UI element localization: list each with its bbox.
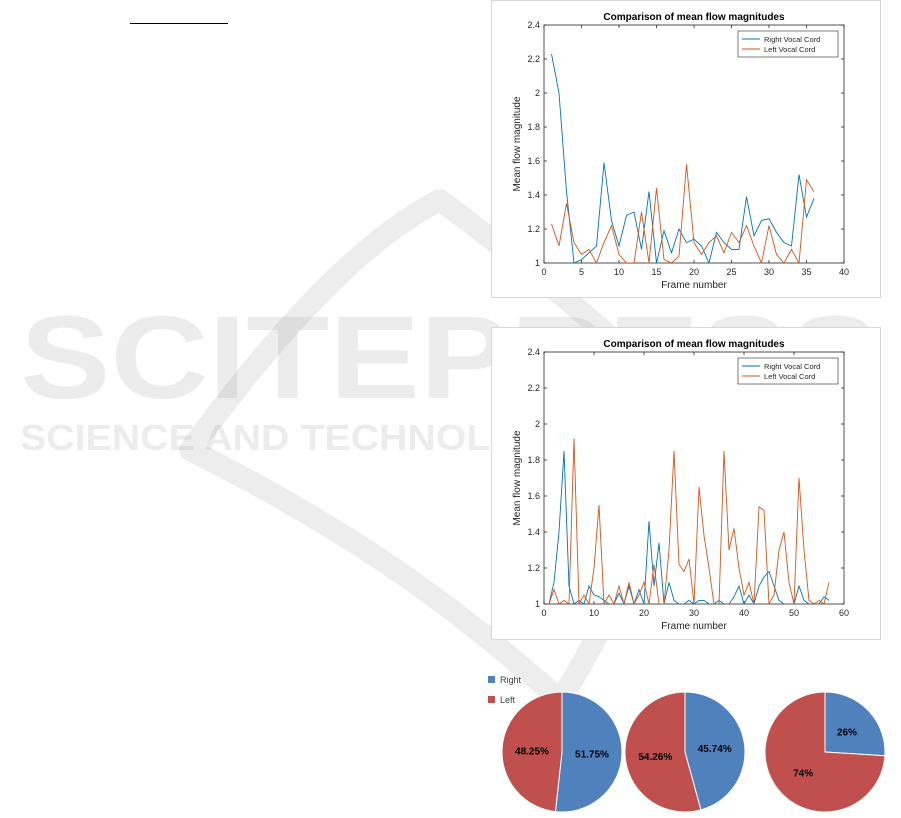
pie-slice-label: 48.25% <box>515 746 549 757</box>
line-chart-middle: 0 10 20 30 40 50 60 1 1.2 1.4 1.6 1.8 2 2.2 2.4 Compari… <box>512 339 849 632</box>
x-tick-label: 30 <box>689 608 699 618</box>
x-tick-label: 60 <box>839 608 849 618</box>
pie-slice-label: 74% <box>793 769 813 780</box>
legend-label: Left Vocal Cord <box>764 45 815 54</box>
pie-charts-row: Right Left 51.75% 48.25% 45.74% 54.26% 26% 74% <box>478 668 901 818</box>
pie-slice-right <box>554 691 623 813</box>
pie-slice-right <box>684 691 746 811</box>
y-tick-label: 2.2 <box>527 54 540 64</box>
x-tick-label: 20 <box>689 267 699 277</box>
y-tick-label: 1 <box>535 258 540 268</box>
pie-slice-left <box>501 691 563 813</box>
x-axis-label: Frame number <box>661 621 727 632</box>
x-tick-label: 10 <box>589 608 599 618</box>
pie-charts: Right Left 51.75% 48.25% 45.74% 54.26% 26% 74% <box>488 675 886 813</box>
pie-slice-label: 54.26% <box>638 752 672 763</box>
chart-title: Comparison of mean flow magnitudes <box>603 339 785 350</box>
legend-box <box>737 30 839 58</box>
legend-label: Right Vocal Cord <box>764 362 820 371</box>
x-tick-label: 10 <box>614 267 624 277</box>
plot-area <box>543 351 845 605</box>
pie-slice-label: 26% <box>837 728 857 739</box>
chart-panel-top: 0 5 10 15 20 25 30 35 40 1 1.2 1.4 1.6 1.8 2 2.2 2.4 Comp… <box>491 0 881 298</box>
plot-area <box>543 24 845 264</box>
x-tick-label: 5 <box>579 267 584 277</box>
legend-label: Right Vocal Cord <box>764 35 820 44</box>
y-tick-label: 2.4 <box>527 347 540 357</box>
y-tick-label: 2.2 <box>527 383 540 393</box>
x-tick-label: 15 <box>651 267 661 277</box>
x-tick-label: 50 <box>789 608 799 618</box>
line-chart-top: 0 5 10 15 20 25 30 35 40 1 1.2 1.4 1.6 1.8 2 2.2 2.4 Comp… <box>512 12 849 291</box>
x-tick-label: 25 <box>726 267 736 277</box>
chart-panel-middle: 0 10 20 30 40 50 60 1 1.2 1.4 1.6 1.8 2 2.2 2.4 Compari… <box>491 327 881 640</box>
pie-slice-left <box>764 691 886 813</box>
series-line-left-vocal-cord <box>548 438 830 604</box>
pie-slice-label: 51.75% <box>575 750 609 761</box>
underline-rule <box>130 23 228 24</box>
legend-box <box>737 357 839 385</box>
y-tick-label: 1.6 <box>527 491 540 501</box>
series-line-left-vocal-cord <box>551 164 815 263</box>
y-tick-label: 1.4 <box>527 527 540 537</box>
y-tick-label: 1.2 <box>527 563 540 573</box>
y-tick-label: 2 <box>535 419 540 429</box>
x-tick-label: 0 <box>541 267 546 277</box>
chart-title: Comparison of mean flow magnitudes <box>603 12 785 23</box>
pie-slice-label: 45.74% <box>698 744 732 755</box>
x-tick-label: 30 <box>764 267 774 277</box>
pie-slice-right <box>824 691 886 757</box>
y-tick-label: 1.8 <box>527 455 540 465</box>
y-axis-label: Mean flow magnitude <box>512 96 523 191</box>
y-tick-label: 1.8 <box>527 122 540 132</box>
x-tick-label: 20 <box>639 608 649 618</box>
y-tick-label: 1.4 <box>527 190 540 200</box>
y-tick-label: 1.6 <box>527 156 540 166</box>
legend-label: Left Vocal Cord <box>764 372 815 381</box>
y-tick-label: 2 <box>535 88 540 98</box>
pie-legend-swatch-right <box>488 676 495 683</box>
x-tick-label: 0 <box>541 608 546 618</box>
pie-slice-left <box>624 691 702 813</box>
pie-legend-swatch-left <box>488 696 495 703</box>
pie-legend-label: Left <box>500 695 516 705</box>
x-tick-label: 40 <box>739 608 749 618</box>
y-axis-label: Mean flow magnitude <box>512 430 523 525</box>
y-tick-label: 1.2 <box>527 224 540 234</box>
y-tick-label: 1 <box>535 599 540 609</box>
x-axis-label: Frame number <box>661 280 727 291</box>
series-line-right-vocal-cord <box>551 53 815 263</box>
x-tick-label: 40 <box>839 267 849 277</box>
pie-legend-label: Right <box>500 675 522 685</box>
series-line-right-vocal-cord <box>548 450 830 604</box>
x-tick-label: 35 <box>801 267 811 277</box>
y-tick-label: 2.4 <box>527 20 540 30</box>
